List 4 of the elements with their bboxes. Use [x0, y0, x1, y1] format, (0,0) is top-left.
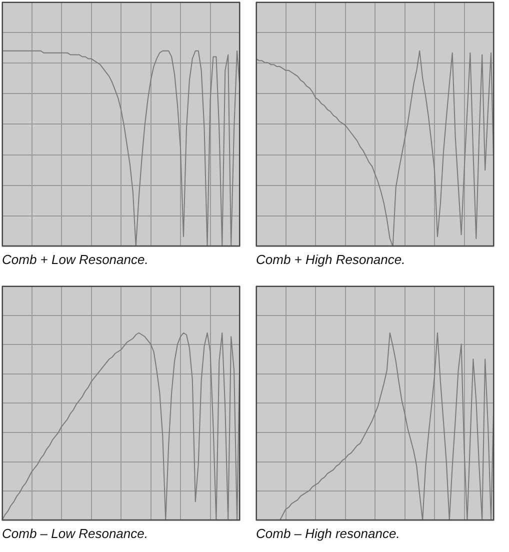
text: Comb + High Resonance. — [256, 252, 406, 267]
text: Comb – High resonance. — [256, 526, 400, 541]
text: Comb + Low Resonance. — [2, 252, 148, 267]
text: Comb – Low Resonance. — [2, 526, 148, 541]
